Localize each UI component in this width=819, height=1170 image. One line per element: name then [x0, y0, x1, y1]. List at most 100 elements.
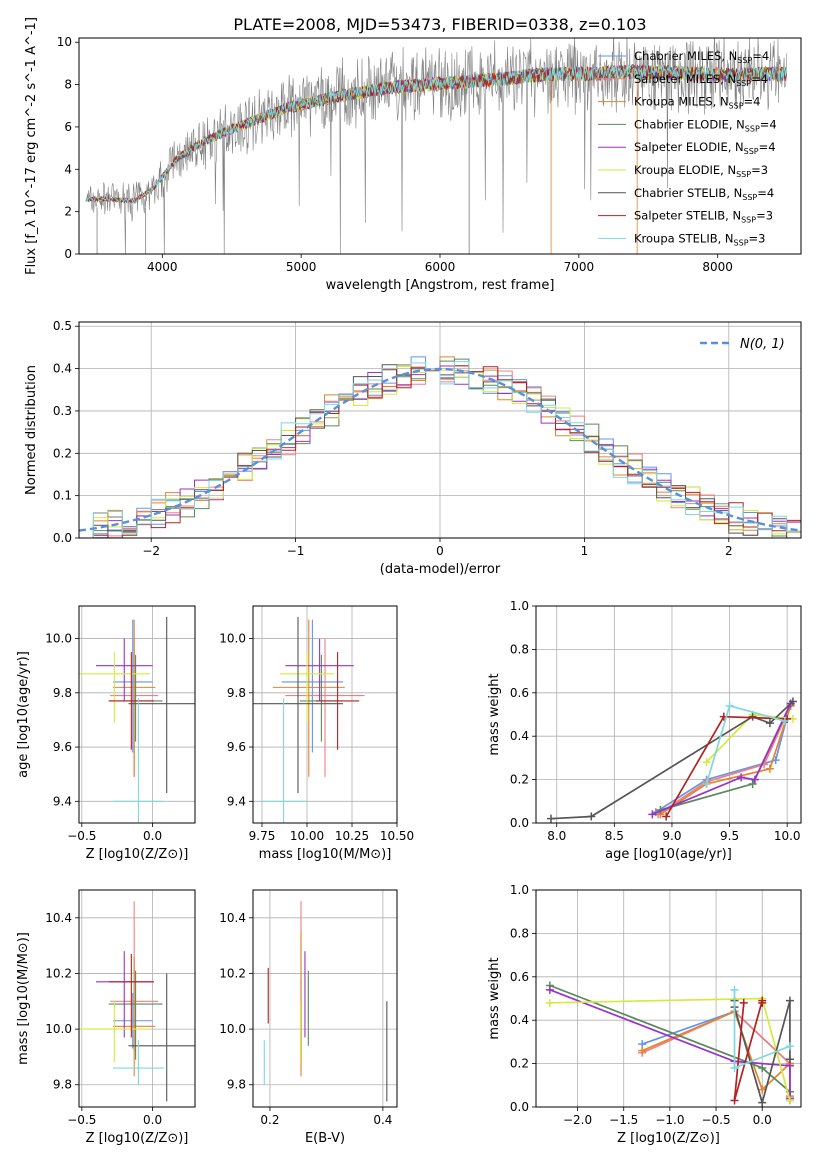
y-tick-label: 10.0: [45, 1022, 72, 1036]
x-tick-label: 0.2: [260, 1113, 279, 1127]
point-marker: [788, 697, 797, 706]
point-marker: [545, 998, 554, 1007]
y-tick-label: 0.5: [53, 319, 72, 333]
plot-area: [545, 981, 794, 1107]
x-tick-label: 0.4: [373, 1113, 392, 1127]
x-axis-label: mass [log10(M/M⊙)]: [259, 847, 392, 862]
y-axis-label: age [log10(age/yr)]: [16, 651, 31, 778]
y-axis-label: Normed distribution: [24, 365, 39, 495]
x-axis-label: Z [log10(Z/Z⊙)]: [86, 847, 189, 862]
y-tick-label: 10.0: [45, 632, 72, 646]
panel-massweight-vs-Z: −2.0 −1.5 −1.0 −0.5 0.0 0.0 0.2 0.4 0.6 0.8 1.0 Z […: [487, 883, 802, 1146]
legend-label: Chabrier STELIB, NSSP=4: [634, 186, 774, 202]
y-tick-label: 9.8: [227, 686, 246, 700]
axes-frame: [535, 605, 802, 824]
point-marker: [730, 985, 739, 994]
gridlines: [79, 890, 195, 1107]
x-tick-label: 4000: [147, 260, 178, 274]
point-marker: [587, 812, 596, 821]
y-tick-label: 0.0: [510, 816, 529, 830]
panel-age-vs-Z: −0.5 0.0 9.4 9.6 9.8 10.0 Z [log10(Z/Z⊙)] age […: [16, 605, 196, 862]
point-marker: [730, 1063, 739, 1072]
y-tick-label: 10.0: [219, 1022, 246, 1036]
x-tick-label: 9.5: [720, 829, 739, 843]
x-tick-label: 5000: [286, 260, 317, 274]
y-tick-label: 0.0: [510, 1100, 529, 1114]
y-tick-label: 0.4: [510, 1013, 529, 1027]
point-marker: [785, 1055, 794, 1064]
x-axis-label: wavelength [Angstrom, rest frame]: [326, 278, 555, 293]
plot-area: [79, 616, 195, 823]
y-tick-label: 0.6: [510, 686, 529, 700]
point-marker: [785, 1042, 794, 1051]
x-tick-label: 8000: [702, 260, 733, 274]
legend-label: Kroupa MILES, NSSP=4: [634, 95, 760, 111]
x-tick-label: 0.0: [143, 829, 162, 843]
x-axis-label: (data-model)/error: [380, 562, 501, 577]
normal-curve: [79, 367, 799, 532]
point-marker: [546, 814, 555, 823]
y-tick-label: 0.3: [53, 404, 72, 418]
y-axis-label: Flux [f_λ 10^-17 erg cm^-2 s^-1 A^-1]: [24, 17, 39, 275]
y-tick-label: 0.2: [510, 1057, 529, 1071]
plot-area: [263, 901, 388, 1102]
y-tick-label: 9.8: [53, 1078, 72, 1092]
panel-residuals: −2 −1 0 1 2 0.0 0.1 0.2 0.3 0.4 0.5 (data-model)/er…: [24, 319, 802, 577]
y-tick-label: 9.8: [53, 686, 72, 700]
point-marker: [545, 985, 554, 994]
y-tick-label: 4: [64, 162, 72, 176]
y-tick-label: 0: [64, 247, 72, 261]
point-marker: [785, 1096, 794, 1105]
y-axis-label: mass weight: [487, 673, 502, 755]
x-tick-label: −0.5: [67, 1113, 96, 1127]
axes-frame: [78, 605, 196, 824]
gridlines: [253, 890, 397, 1107]
x-axis-label: Z [log10(Z/Z⊙)]: [86, 1131, 189, 1146]
legend-label: Salpeter MILES, NSSP=4: [634, 72, 768, 88]
x-tick-label: 10.25: [335, 829, 369, 843]
y-tick-label: 2: [64, 205, 72, 219]
point-marker: [648, 810, 657, 819]
point-marker: [748, 779, 757, 788]
x-tick-label: 0.0: [753, 1113, 772, 1127]
mass-weight-line: [659, 705, 792, 816]
y-tick-label: 10.0: [219, 632, 246, 646]
x-tick-label: 6000: [425, 260, 456, 274]
x-tick-label: 8.5: [605, 829, 624, 843]
y-tick-label: 9.6: [53, 740, 72, 754]
y-tick-label: 0.6: [510, 970, 529, 984]
legend-label: Salpeter STELIB, NSSP=3: [634, 209, 773, 225]
plot-area: [85, 38, 788, 254]
x-tick-label: −1.5: [609, 1113, 638, 1127]
point-marker: [748, 712, 757, 721]
axes-frame: [252, 889, 398, 1108]
y-tick-label: 1.0: [510, 883, 529, 897]
panel-mass-vs-ebv: 0.2 0.4 9.8 10.0 10.2 10.4 E(B-V): [219, 889, 398, 1146]
point-marker: [730, 1096, 739, 1105]
gridlines: [79, 606, 195, 823]
x-tick-label: 9.75: [249, 829, 276, 843]
point-marker: [765, 719, 774, 728]
y-tick-label: 9.4: [227, 794, 246, 808]
mass-weight-line: [652, 703, 792, 816]
plot-area: [79, 356, 801, 538]
plot-area: [253, 616, 365, 823]
x-tick-label: 2: [725, 544, 733, 558]
panel-mass-vs-Z: −0.5 0.0 9.8 10.0 10.2 10.4 Z [log10(Z/Z⊙)] mas…: [16, 889, 196, 1146]
x-tick-label: −2.0: [563, 1113, 592, 1127]
x-tick-label: −0.5: [701, 1113, 730, 1127]
mass-weight-line: [549, 989, 791, 1099]
legend-label: Kroupa ELODIE, NSSP=3: [634, 163, 768, 179]
axes-frame: [535, 889, 802, 1108]
point-marker: [662, 812, 671, 821]
panel-age-vs-mass: 9.75 10.00 10.25 10.50 9.4 9.6 9.8 10.0 mass [lo…: [219, 605, 414, 862]
x-tick-label: 0: [436, 544, 444, 558]
point-marker: [765, 764, 774, 773]
x-axis-label: age [log10(age/yr)]: [605, 847, 732, 862]
point-marker: [758, 998, 767, 1007]
plot-area: [79, 901, 195, 1102]
x-tick-label: −1: [287, 544, 305, 558]
y-tick-label: 0.4: [510, 729, 529, 743]
figure-title: PLATE=2008, MJD=53473, FIBERID=0338, z=0…: [233, 15, 646, 34]
